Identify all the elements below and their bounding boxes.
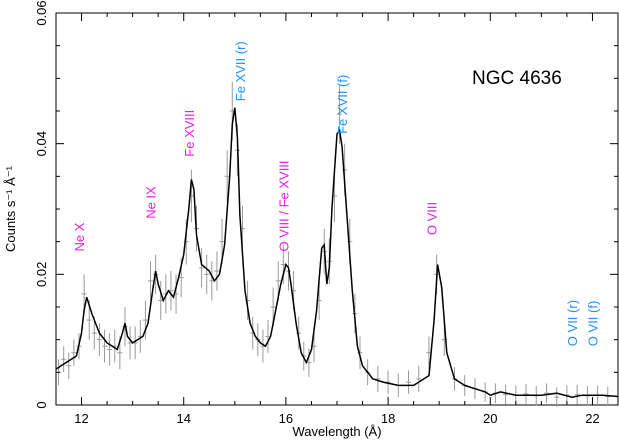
data-point [574,384,580,405]
line-annotations: Ne X Ne IX Fe XVIII Fe XVII (r) O VIII / Fe … [72,41,601,347]
data-point [301,341,307,371]
data-point [214,251,220,291]
line-label: O VII (r) [565,300,580,346]
line-label: Fe XVII (r) [233,41,248,101]
line-label: Ne X [72,222,87,251]
data-point [503,384,509,405]
line-label: O VII (f) [586,301,601,347]
data-point [523,384,529,404]
data-point [280,244,286,285]
data-point [543,383,549,404]
data-point [61,346,67,373]
data-point [204,254,210,294]
data-point [148,261,154,301]
model-line [55,107,619,398]
data-points [56,81,611,407]
data-point [163,274,169,314]
data-point [265,320,271,353]
line-label: Ne IX [144,186,159,219]
data-point [416,365,422,392]
x-axis: 12 14 16 18 20 22 [55,13,619,426]
y-tick-label: 0.06 [34,0,49,25]
chart-title: NGC 4636 [472,68,562,89]
data-point [102,329,108,363]
data-point [96,323,102,356]
y-tick-label: 0.02 [34,262,49,287]
x-tick-label: 18 [381,411,395,426]
data-point [306,348,312,377]
x-tick-label: 22 [585,411,599,426]
data-point [554,387,560,407]
data-point [199,248,205,288]
data-point [224,150,230,203]
data-point [296,316,302,350]
data-point [375,365,381,392]
line-label: Fe XVIII [182,110,197,157]
data-point [209,261,215,301]
data-point [158,280,164,321]
y-axis-label: Counts s⁻¹ Å⁻¹ [3,165,18,252]
x-axis-label: Wavelength (Å) [292,424,381,439]
line-label: Fe XVII (f) [335,75,350,134]
line-label: O VIII / Fe XVIII [277,160,292,251]
y-tick-label: 0.04 [34,131,49,156]
x-tick-label: 16 [279,411,293,426]
y-tick-label: 0 [34,401,49,408]
data-point [357,336,363,370]
x-tick-label: 20 [483,411,497,426]
data-point [107,333,113,366]
x-tick-label: 12 [74,411,88,426]
data-point [66,352,72,379]
data-point [91,316,97,350]
data-point [71,339,77,366]
data-point [142,300,148,340]
y-axis: 0 0.02 0.04 0.06 [34,0,618,409]
data-point [406,370,412,394]
line-label: O VIII [425,202,440,235]
x-tick-label: 14 [176,411,190,426]
